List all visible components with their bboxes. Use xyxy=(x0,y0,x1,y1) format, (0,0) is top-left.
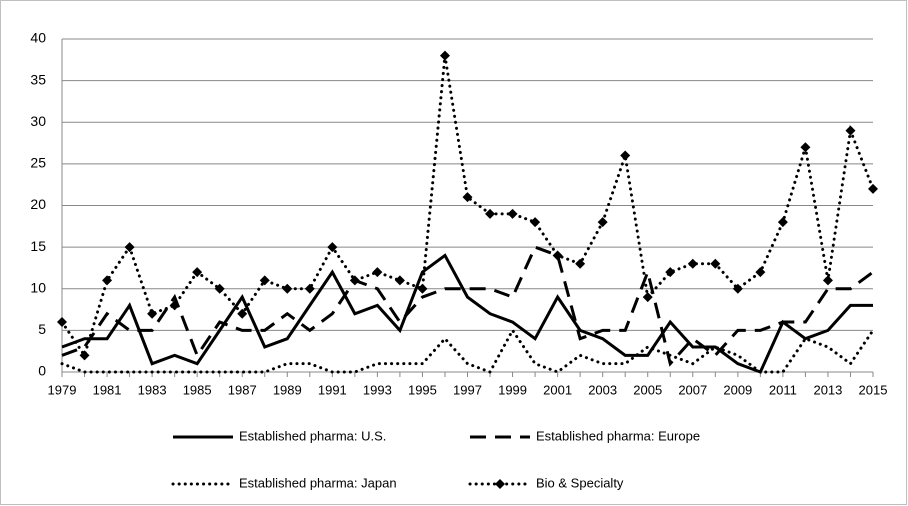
point-marker xyxy=(327,242,338,253)
y-tick-label: 30 xyxy=(30,113,46,129)
y-tick-label: 35 xyxy=(30,71,46,87)
y-tick-label: 15 xyxy=(30,238,46,254)
point-marker xyxy=(710,258,721,269)
x-tick-label: 1995 xyxy=(408,382,437,397)
point-marker xyxy=(394,275,405,286)
x-tick-label: 1987 xyxy=(228,382,257,397)
point-marker xyxy=(552,250,563,261)
x-tick-label: 2013 xyxy=(813,382,842,397)
series-line xyxy=(61,253,873,374)
point-marker xyxy=(507,208,518,219)
legend-marker xyxy=(495,479,505,489)
x-tick-label: 1989 xyxy=(273,382,302,397)
y-tick-label: 0 xyxy=(38,363,46,379)
point-marker xyxy=(349,275,360,286)
legend-label: Established pharma: Japan xyxy=(239,475,397,490)
point-marker xyxy=(237,308,248,319)
point-marker xyxy=(665,267,676,278)
point-marker xyxy=(304,283,315,294)
point-marker xyxy=(102,275,113,286)
point-marker xyxy=(800,142,811,153)
point-marker xyxy=(282,283,293,294)
point-marker xyxy=(642,292,653,303)
x-tick-label: 2007 xyxy=(678,382,707,397)
point-marker xyxy=(530,217,541,228)
point-marker xyxy=(462,192,473,203)
x-tick-label: 2001 xyxy=(543,382,572,397)
y-tick-label: 40 xyxy=(30,30,46,46)
x-tick-label: 2003 xyxy=(588,382,617,397)
point-marker xyxy=(192,267,203,278)
x-tick-label: 2009 xyxy=(723,382,752,397)
x-tick-label: 1983 xyxy=(138,382,167,397)
point-marker xyxy=(575,258,586,269)
y-tick-label: 10 xyxy=(30,279,46,295)
point-marker xyxy=(845,125,856,136)
series-line xyxy=(60,327,875,374)
x-tick-label: 1991 xyxy=(318,382,347,397)
point-marker xyxy=(597,217,608,228)
x-tick-label: 2005 xyxy=(633,382,662,397)
point-marker xyxy=(868,183,878,194)
point-marker xyxy=(485,208,496,219)
point-marker xyxy=(259,275,270,286)
y-tick-label: 25 xyxy=(30,155,46,171)
point-marker xyxy=(620,150,631,161)
point-marker xyxy=(57,317,67,328)
point-marker xyxy=(439,50,450,61)
point-marker xyxy=(822,275,833,286)
x-tick-label: 1985 xyxy=(183,382,212,397)
point-marker xyxy=(372,267,383,278)
x-tick-label: 2011 xyxy=(769,382,797,397)
point-marker xyxy=(79,350,90,361)
point-marker xyxy=(687,258,698,269)
point-marker xyxy=(124,242,135,253)
point-marker xyxy=(417,283,428,294)
y-tick-label: 20 xyxy=(30,196,46,212)
series-line xyxy=(61,245,874,367)
x-tick-label: 2015 xyxy=(859,382,888,397)
x-tick-label: 1997 xyxy=(453,382,482,397)
point-marker xyxy=(732,283,743,294)
point-marker xyxy=(169,300,180,311)
point-marker xyxy=(214,283,225,294)
y-tick-label: 5 xyxy=(38,321,46,337)
legend-label: Bio & Specialty xyxy=(536,475,624,490)
point-marker xyxy=(755,267,766,278)
legend-label: Established pharma: Europe xyxy=(536,428,700,443)
x-tick-label: 1999 xyxy=(498,382,527,397)
x-tick-label: 1993 xyxy=(363,382,392,397)
legend-label: Established pharma: U.S. xyxy=(239,428,386,443)
x-tick-label: 1979 xyxy=(48,382,77,397)
point-marker xyxy=(777,217,788,228)
point-marker xyxy=(147,308,158,319)
x-tick-label: 1981 xyxy=(93,382,122,397)
